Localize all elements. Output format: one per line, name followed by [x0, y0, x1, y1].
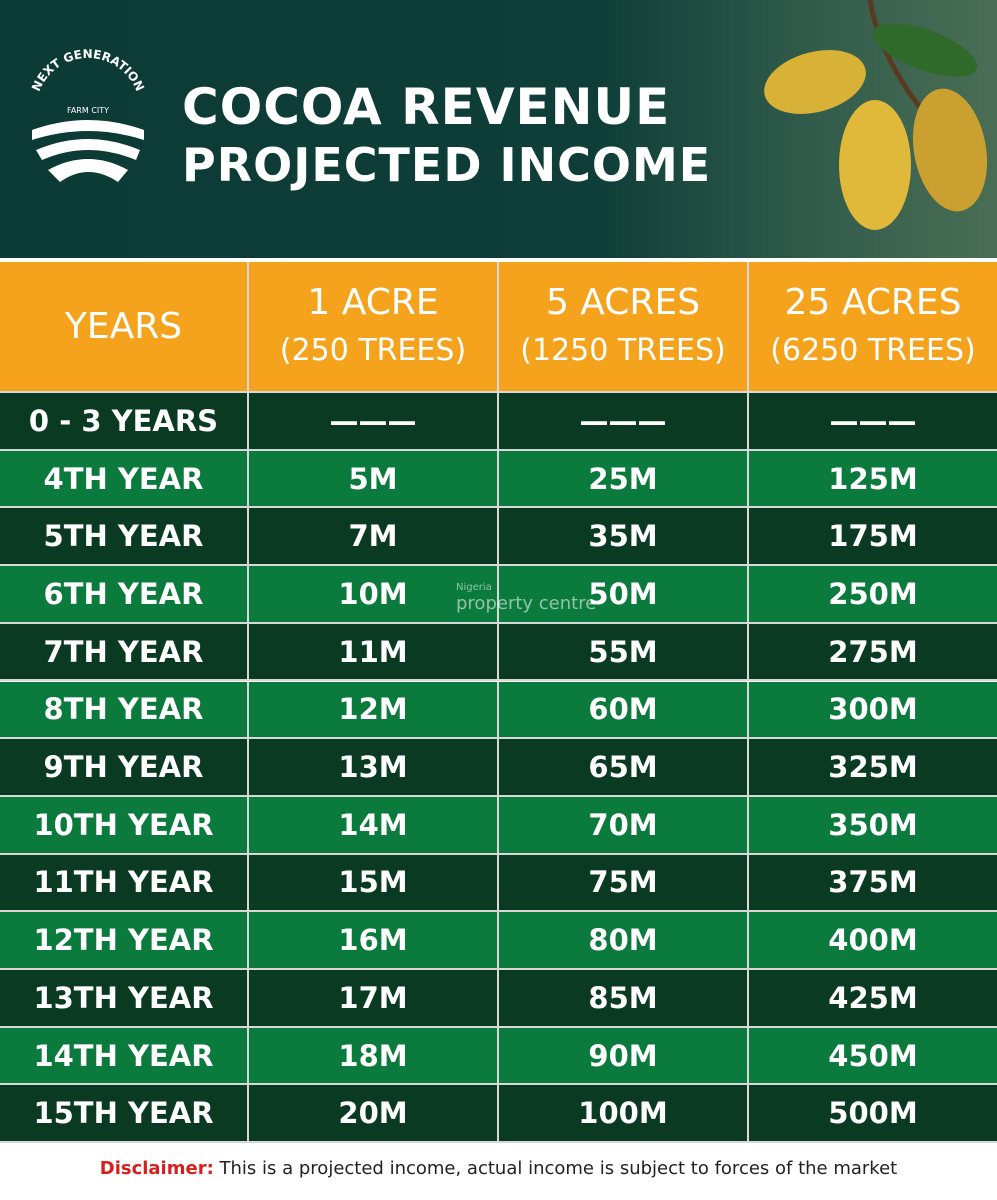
- table-cell: 17M: [249, 970, 499, 1028]
- table-row: 13TH YEAR 17M 85M 425M: [0, 970, 997, 1028]
- table-cell: 14M: [249, 796, 499, 855]
- logo-top: NEXT GENERATION: [29, 47, 147, 93]
- table-cell: 500M: [749, 1085, 997, 1144]
- table-cell: 350M: [749, 796, 997, 855]
- table-cell: 70M: [499, 796, 749, 855]
- column-header: 25 ACRES (6250 TREES): [749, 262, 997, 393]
- table-cell: 60M: [499, 681, 749, 740]
- table-cell: 425M: [749, 970, 997, 1028]
- table-row: 11TH YEAR 15M 75M 375M: [0, 854, 997, 913]
- table-cell: 250M: [749, 566, 997, 624]
- header: NEXT GENERATION FARM CITY COCOA REVENUE …: [0, 0, 997, 258]
- table-cell: 14TH YEAR: [0, 1027, 249, 1086]
- table-cell: 7M: [249, 508, 499, 567]
- table-cell: 80M: [499, 912, 749, 970]
- table-row: 4TH YEAR 5M 25M 125M: [0, 450, 997, 509]
- table-row: 14TH YEAR 18M 90M 450M: [0, 1027, 997, 1086]
- table-cell: 5M: [249, 450, 499, 509]
- table-cell: 300M: [749, 681, 997, 740]
- table-cell: 90M: [499, 1027, 749, 1086]
- table-cell: 11TH YEAR: [0, 854, 249, 913]
- table-cell: 15TH YEAR: [0, 1085, 249, 1144]
- table-cell: 13M: [249, 739, 499, 797]
- column-header-line: (250 TREES): [279, 332, 467, 368]
- column-header-line: YEARS: [64, 305, 183, 347]
- table-cell: ———: [249, 393, 499, 451]
- disclaimer-label: Disclaimer:: [99, 1158, 214, 1179]
- table-row: 5TH YEAR 7M 35M 175M: [0, 508, 997, 567]
- table-cell: 75M: [499, 854, 749, 913]
- table-cell: 12M: [249, 681, 499, 740]
- table-cell: 275M: [749, 623, 997, 682]
- logo-bottom: FARM CITY: [67, 106, 109, 115]
- title: COCOA REVENUE: [182, 78, 671, 136]
- disclaimer: Disclaimer: This is a projected income, …: [0, 1158, 997, 1179]
- table-row: 9TH YEAR 13M 65M 325M: [0, 739, 997, 797]
- table-cell: 10M: [249, 566, 499, 624]
- table-cell: 9TH YEAR: [0, 739, 249, 797]
- header-row: YEARS 1 ACRE (250 TREES) 5 ACRES (1250 TREES…: [0, 262, 997, 393]
- column-header-line: 5 ACRES: [545, 281, 701, 323]
- table-cell: 35M: [499, 508, 749, 567]
- table-cell: 15M: [249, 854, 499, 913]
- table-cell: 375M: [749, 854, 997, 913]
- table-row: 6TH YEAR 10M 50M 250M: [0, 566, 997, 624]
- table-cell: 325M: [749, 739, 997, 797]
- table-cell: 0 - 3 YEARS: [0, 393, 249, 451]
- column-header-line: (6250 TREES): [770, 332, 976, 368]
- watermark-large: property centre: [456, 593, 597, 614]
- table-cell: 6TH YEAR: [0, 566, 249, 624]
- table-cell: 50M: [499, 566, 749, 624]
- table-row: 7TH YEAR 11M 55M 275M: [0, 623, 997, 682]
- column-header-line: 1 ACRE: [307, 281, 439, 323]
- column-header: YEARS: [0, 262, 249, 393]
- table-cell: 55M: [499, 623, 749, 682]
- table-cell: ———: [499, 393, 749, 451]
- table-cell: ———: [749, 393, 997, 451]
- table-row: 0 - 3 YEARS ——— ——— ———: [0, 393, 997, 451]
- table-cell: 4TH YEAR: [0, 450, 249, 509]
- table-cell: 85M: [499, 970, 749, 1028]
- subtitle: PROJECTED INCOME: [182, 138, 712, 192]
- disclaimer-text: This is a projected income, actual incom…: [219, 1158, 898, 1179]
- table-cell: 175M: [749, 508, 997, 567]
- table-cell: 8TH YEAR: [0, 681, 249, 740]
- table-cell: 12TH YEAR: [0, 912, 249, 970]
- column-header: 1 ACRE (250 TREES): [249, 262, 499, 393]
- column-header: 5 ACRES (1250 TREES): [499, 262, 749, 393]
- table-cell: 65M: [499, 739, 749, 797]
- table-row: 15TH YEAR 20M 100M 500M: [0, 1085, 997, 1144]
- table-cell: 20M: [249, 1085, 499, 1144]
- table-cell: 400M: [749, 912, 997, 970]
- table-cell: 13TH YEAR: [0, 970, 249, 1028]
- table-cell: 450M: [749, 1027, 997, 1086]
- watermark: Nigeria property centre: [402, 582, 596, 614]
- column-header-line: 25 ACRES: [784, 281, 962, 323]
- table-row: 8TH YEAR 12M 60M 300M: [0, 681, 997, 740]
- table-row: 12TH YEAR 16M 80M 400M: [0, 912, 997, 970]
- table-cell: 5TH YEAR: [0, 508, 249, 567]
- table-cell: 100M: [499, 1085, 749, 1144]
- column-header-line: (1250 TREES): [520, 332, 726, 368]
- table-cell: 11M: [249, 623, 499, 682]
- table-cell: 18M: [249, 1027, 499, 1086]
- header-art: NEXT GENERATION FARM CITY: [29, 0, 988, 230]
- table-cell: 25M: [499, 450, 749, 509]
- watermark-small: Nigeria: [456, 582, 492, 593]
- table-cell: 16M: [249, 912, 499, 970]
- table-row: 10TH YEAR 14M 70M 350M: [0, 796, 997, 855]
- table-cell: 125M: [749, 450, 997, 509]
- table-cell: 7TH YEAR: [0, 623, 249, 682]
- table-cell: 10TH YEAR: [0, 796, 249, 855]
- logo-top-text: NEXT GENERATION: [29, 47, 147, 93]
